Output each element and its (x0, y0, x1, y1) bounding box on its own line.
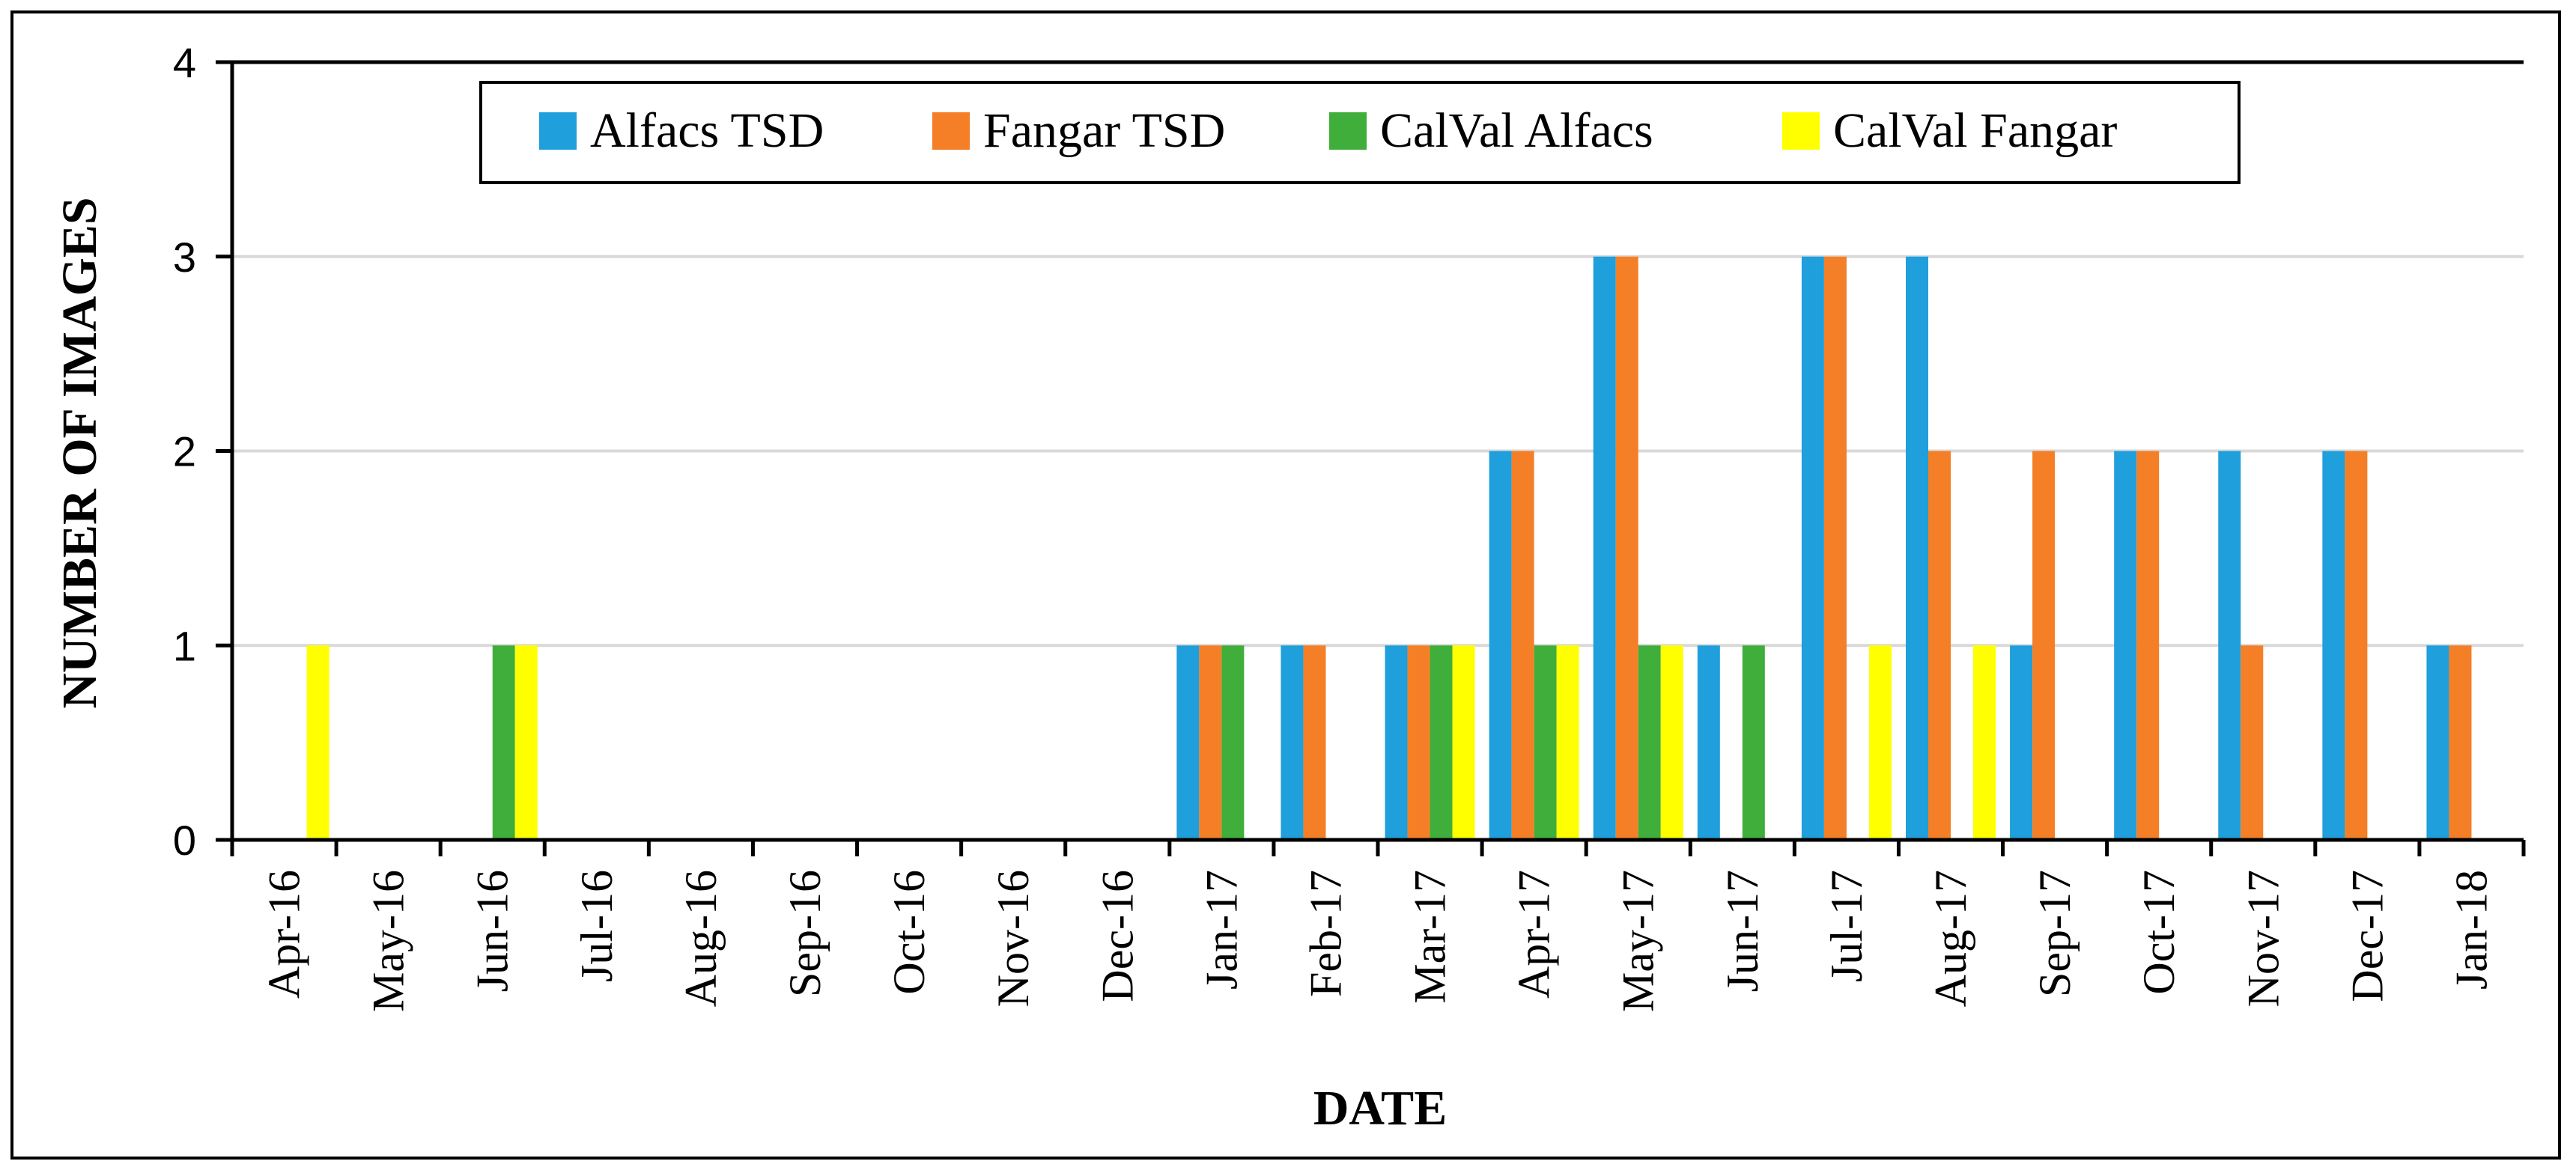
x-tick-label: Mar-17 (1406, 870, 1455, 1004)
bar-fangar-tsd (1615, 256, 1638, 840)
bar-calval-fangar (1973, 645, 1996, 840)
x-tick-label: Jul-16 (572, 870, 622, 982)
x-tick-label: Dec-16 (1093, 870, 1142, 1002)
bar-calval-alfacs (492, 645, 515, 840)
bar-alfacs-tsd (1906, 256, 1928, 840)
x-tick-label: Sep-16 (780, 870, 830, 997)
bar-fangar-tsd (2449, 645, 2472, 840)
y-axis-title: NUMBER OF IMAGES (52, 197, 107, 708)
x-tick-label: Nov-16 (988, 870, 1038, 1007)
bar-fangar-tsd (1407, 645, 1430, 840)
x-tick-label: Jun-16 (468, 870, 517, 992)
bar-calval-alfacs (1430, 645, 1453, 840)
axes (230, 60, 2526, 856)
bar-alfacs-tsd (1489, 451, 1512, 840)
x-tick-labels: Apr-16 May-16 Jun-16 Jul-16 Aug-16 Sep-16 Oct-… (260, 870, 2497, 1012)
y-tick-label: 1 (173, 622, 196, 669)
x-tick-label: Apr-17 (1510, 870, 1559, 999)
legend-label: Fangar TSD (983, 103, 1225, 158)
bar-fangar-tsd (1303, 645, 1326, 840)
x-tick-label: Jun-17 (1718, 870, 1767, 992)
x-tick-label: Jul-17 (1822, 870, 1871, 982)
bar-calval-alfacs (1221, 645, 1245, 840)
bar-calval-alfacs (1534, 645, 1557, 840)
x-tick-label: Aug-17 (1926, 870, 1975, 1007)
bar-fangar-tsd (2345, 451, 2368, 840)
y-tick-labels: 0 1 2 3 4 (173, 39, 196, 864)
y-tick-label: 0 (173, 817, 196, 864)
x-axis-title: DATE (1313, 1081, 1447, 1136)
bar-fangar-tsd (2032, 451, 2056, 840)
bars (306, 256, 2472, 840)
bar-alfacs-tsd (1697, 645, 1720, 840)
bar-alfacs-tsd (1281, 645, 1304, 840)
x-tick-label: Feb-17 (1301, 870, 1350, 997)
bar-alfacs-tsd (1593, 256, 1616, 840)
bar-alfacs-tsd (2114, 451, 2137, 840)
bar-alfacs-tsd (2010, 645, 2033, 840)
bar-calval-fangar (1556, 645, 1579, 840)
bar-calval-fangar (1452, 645, 1475, 840)
legend-label: Alfacs TSD (590, 103, 824, 158)
legend-label: CalVal Fangar (1833, 103, 2117, 158)
bar-alfacs-tsd (1801, 256, 1824, 840)
x-tick-label: Aug-16 (676, 870, 726, 1007)
x-tick-label: Sep-17 (2030, 870, 2080, 997)
bar-calval-alfacs (1638, 645, 1661, 840)
bar-calval-fangar (514, 645, 538, 840)
legend: Alfacs TSD Fangar TSD CalVal Alfacs CalVal … (479, 81, 2241, 184)
y-tick-label: 2 (173, 428, 196, 475)
bar-fangar-tsd (2241, 645, 2264, 840)
legend-label: CalVal Alfacs (1380, 103, 1653, 158)
bar-calval-fangar (1868, 645, 1892, 840)
bar-fangar-tsd (1823, 256, 1847, 840)
x-tick-label: Apr-16 (260, 870, 309, 999)
x-tick-label: Dec-17 (2342, 870, 2392, 1002)
x-tick-label: Jan-18 (2446, 870, 2496, 990)
bar-calval-alfacs (1742, 645, 1765, 840)
bar-fangar-tsd (1199, 645, 1222, 840)
bar-fangar-tsd (2136, 451, 2160, 840)
bar-fangar-tsd (1928, 451, 1951, 840)
legend-swatch (1782, 112, 1820, 150)
bar-calval-fangar (306, 645, 329, 840)
x-tick-label: Jan-17 (1197, 870, 1246, 990)
x-tick-label: Oct-16 (884, 870, 934, 995)
legend-swatch (539, 112, 577, 150)
bar-alfacs-tsd (1176, 645, 1200, 840)
y-tick-label: 3 (173, 234, 196, 281)
x-tick-label: May-17 (1614, 870, 1663, 1012)
x-tick-label: Nov-17 (2238, 870, 2288, 1007)
legend-swatch (932, 112, 970, 150)
bar-alfacs-tsd (2426, 645, 2449, 840)
bar-alfacs-tsd (2218, 451, 2241, 840)
bar-alfacs-tsd (2322, 451, 2345, 840)
bar-alfacs-tsd (1385, 645, 1408, 840)
figure-frame (10, 10, 2561, 1160)
legend-swatch (1329, 112, 1367, 150)
bar-fangar-tsd (1511, 451, 1534, 840)
x-tick-label: Oct-17 (2134, 870, 2184, 995)
x-tick-label: May-16 (364, 870, 413, 1012)
y-tick-label: 4 (173, 39, 196, 86)
bar-calval-fangar (1660, 645, 1683, 840)
